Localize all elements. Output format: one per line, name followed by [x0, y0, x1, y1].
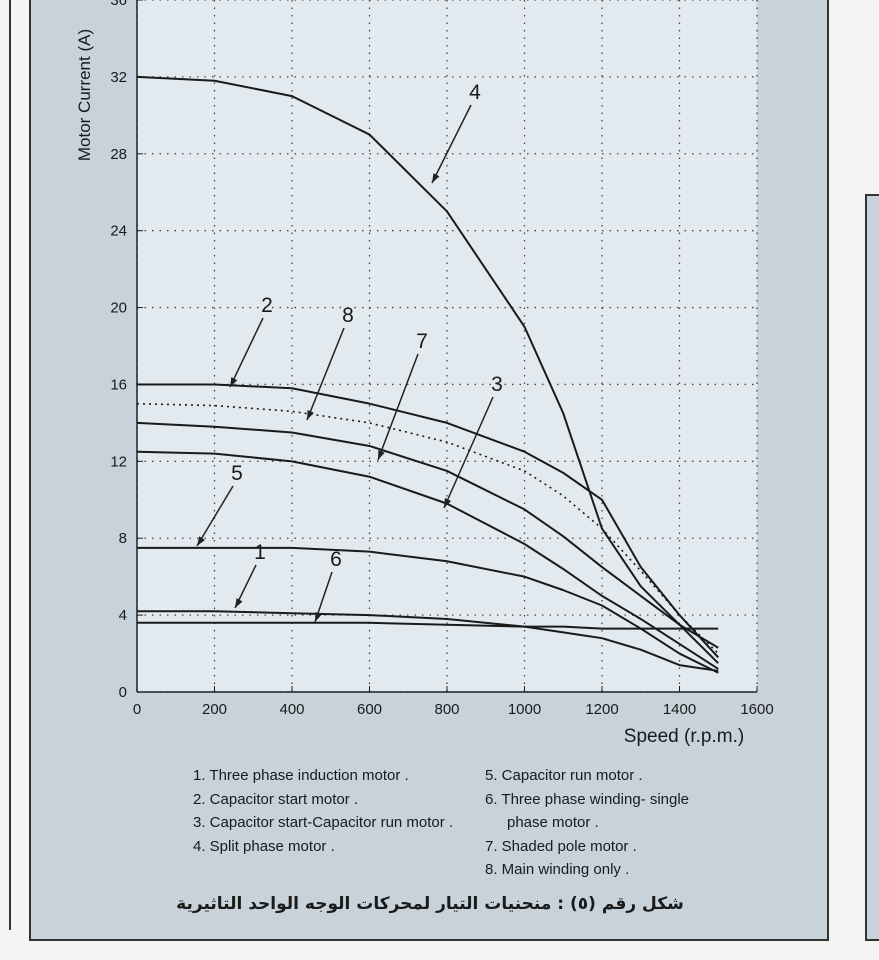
- arrow-head: [307, 410, 314, 420]
- arrow-head: [230, 377, 238, 387]
- arrow-head: [444, 498, 452, 508]
- legend-entry: 8. Main winding only .: [485, 861, 630, 878]
- series-line: [136, 75, 719, 664]
- arrow-head: [315, 612, 322, 622]
- legend-entry: 5. Capacitor run motor .: [485, 767, 643, 784]
- x-tick-label: 600: [357, 701, 382, 718]
- y-tick-label: 12: [110, 453, 127, 470]
- legend-right: 5. Capacitor run motor . 6. Three phase w…: [485, 764, 700, 882]
- curve-label: 2: [261, 294, 273, 317]
- legend-entry: 4. Split phase motor .: [193, 837, 335, 855]
- y-tick-label: 20: [110, 300, 127, 317]
- y-axis-label: Motor Current (A): [75, 29, 94, 161]
- x-tick-label: 800: [434, 701, 459, 718]
- label-arrow: [229, 317, 264, 388]
- label-arrow: [196, 485, 234, 547]
- side-panel: [865, 194, 879, 941]
- legend-entry: 3. Capacitor start-Capacitor run motor .: [193, 814, 454, 831]
- y-tick-label: 24: [110, 223, 127, 240]
- x-tick-label: 0: [133, 701, 141, 718]
- label-arrow: [377, 353, 419, 461]
- label-arrow: [431, 104, 472, 184]
- y-tick-label: 16: [110, 376, 127, 393]
- y-tick-label: 36: [110, 0, 127, 9]
- series-line: [137, 621, 719, 630]
- x-axis-label: Speed (r.p.m.): [624, 726, 744, 747]
- label-arrow: [306, 327, 345, 421]
- legend-entry: 2. Capacitor start motor .: [193, 790, 359, 808]
- series-line: [137, 383, 719, 659]
- x-tick-label: 1000: [508, 701, 541, 718]
- curve-label: 6: [330, 548, 342, 571]
- arrow-head: [197, 536, 205, 546]
- caption: شكل رقم (٥) : منحنيات التيار لمحركات الو…: [176, 894, 684, 914]
- series-line: [136, 421, 719, 649]
- arrow-head: [378, 450, 385, 460]
- curve-label: 1: [254, 541, 266, 564]
- series-line: [136, 450, 719, 670]
- curve-label: 4: [469, 81, 481, 104]
- y-tick-label: 8: [119, 530, 127, 547]
- legend-entry: 1. Three phase induction motor .: [193, 767, 409, 784]
- y-tick-label: 0: [119, 684, 127, 701]
- curve-label: 7: [416, 330, 428, 353]
- x-tick-label: 1400: [663, 701, 696, 718]
- legend-entry: 7. Shaded pole motor .: [485, 837, 637, 855]
- series-line: [136, 402, 719, 655]
- curve-label: 8: [342, 304, 354, 327]
- x-tick-label: 1200: [585, 701, 618, 718]
- y-tick-label: 28: [110, 146, 127, 163]
- x-tick-label: 200: [202, 701, 227, 718]
- x-tick-label: 1600: [740, 701, 773, 718]
- y-tick-label: 4: [119, 607, 127, 624]
- label-arrow: [443, 396, 494, 509]
- legend-left: 1. Three phase induction motor . 2. Capac…: [193, 764, 473, 858]
- arrow-head: [432, 173, 440, 183]
- series-line: [137, 546, 719, 674]
- curve-label: 3: [491, 373, 503, 396]
- y-tick-label: 32: [110, 69, 127, 86]
- arrow-head: [235, 598, 243, 608]
- curve-label: 5: [231, 462, 243, 485]
- x-tick-label: 400: [279, 701, 304, 718]
- legend-entry: 6. Three phase winding- single phase mot…: [485, 790, 690, 832]
